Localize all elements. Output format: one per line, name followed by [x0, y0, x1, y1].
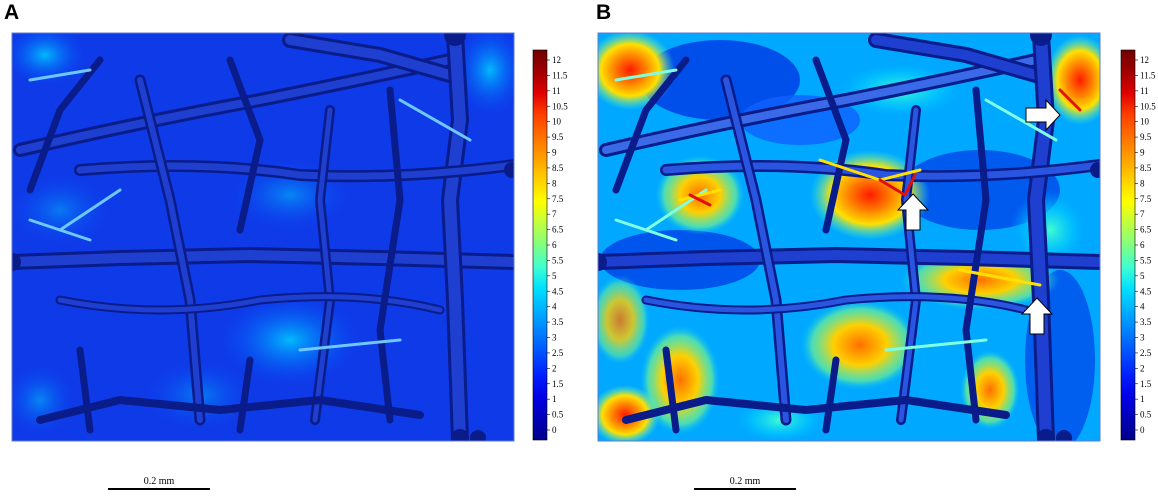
colorbar-tick-label: 1.5 — [552, 379, 564, 389]
colorbar-tick-label: 6.5 — [552, 225, 564, 235]
colorbar-tick-label: 10.5 — [552, 101, 568, 111]
colorbar-tick-label: 0 — [1140, 425, 1145, 435]
colorbar-tick-label: 12 — [552, 55, 561, 65]
colorbar-tick-label: 8.5 — [552, 163, 564, 173]
panel-a: 1211.51110.5109.598.587.576.565.554.543.… — [11, 32, 568, 490]
colorbar-a-ticks: 1211.51110.5109.598.587.576.565.554.543.… — [547, 55, 568, 435]
colorbar-b-ticks: 1211.51110.5109.598.587.576.565.554.543.… — [1135, 55, 1156, 435]
colorbar-tick-label: 11.5 — [552, 70, 568, 80]
arrow-up-icon — [896, 193, 930, 231]
colorbar-tick-label: 1.5 — [1140, 379, 1152, 389]
colorbar-tick-label: 5.5 — [1140, 255, 1152, 265]
panel-label-b: B — [596, 1, 612, 24]
colorbar-tick-label: 0.5 — [1140, 410, 1152, 420]
panel-label-a: A — [4, 1, 20, 24]
colorbar-tick-label: 9 — [1140, 148, 1145, 158]
colorbar-tick-label: 7.5 — [552, 194, 564, 204]
scalebar-a-label: 0.2 mm — [144, 476, 175, 487]
arrow-up-icon — [1020, 297, 1054, 335]
colorbar-tick-label: 6 — [552, 240, 557, 250]
colorbar-tick-label: 2.5 — [1140, 348, 1152, 358]
colorbar-tick-label: 2 — [552, 363, 557, 373]
colorbar-tick-label: 2 — [1140, 363, 1145, 373]
panel-b-field — [598, 33, 1100, 441]
scalebar-b: 0.2 mm — [694, 476, 796, 490]
colorbar-a: 1211.51110.5109.598.587.576.565.554.543.… — [532, 49, 568, 441]
colorbar-tick-label: 3.5 — [1140, 317, 1152, 327]
colorbar-tick-label: 10.5 — [1140, 101, 1156, 111]
colorbar-tick-label: 9.5 — [1140, 132, 1152, 142]
colorbar-tick-label: 4.5 — [552, 286, 564, 296]
colorbar-tick-label: 8.5 — [1140, 163, 1152, 173]
colorbar-tick-label: 10 — [552, 117, 562, 127]
colorbar-tick-label: 11.5 — [1140, 70, 1156, 80]
colorbar-tick-label: 8 — [1140, 178, 1145, 188]
panel-a-network — [12, 33, 514, 441]
colorbar-tick-label: 0.5 — [552, 410, 564, 420]
colorbar-tick-label: 1 — [552, 394, 557, 404]
panel-b-arrows — [896, 98, 1061, 335]
colorbar-tick-label: 2.5 — [552, 348, 564, 358]
colorbar-tick-label: 1 — [1140, 394, 1145, 404]
colorbar-tick-label: 4 — [552, 302, 557, 312]
colorbar-tick-label: 3.5 — [552, 317, 564, 327]
colorbar-tick-label: 8 — [552, 178, 557, 188]
colorbar-tick-label: 11 — [1140, 86, 1149, 96]
colorbar-tick-label: 7 — [552, 209, 557, 219]
colorbar-tick-label: 5 — [1140, 271, 1145, 281]
colorbar-a-bar — [532, 49, 548, 441]
colorbar-tick-label: 7.5 — [1140, 194, 1152, 204]
colorbar-tick-label: 12 — [1140, 55, 1149, 65]
colorbar-b-bar — [1120, 49, 1136, 441]
colorbar-tick-label: 4.5 — [1140, 286, 1152, 296]
colorbar-tick-label: 7 — [1140, 209, 1145, 219]
panel-b-network — [598, 33, 1100, 441]
colorbar-tick-label: 9 — [552, 148, 557, 158]
panel-a-frame — [11, 32, 515, 442]
colorbar-tick-label: 6.5 — [1140, 225, 1152, 235]
colorbar-tick-label: 4 — [1140, 302, 1145, 312]
colorbar-tick-label: 5.5 — [552, 255, 564, 265]
colorbar-tick-label: 11 — [552, 86, 561, 96]
colorbar-tick-label: 3 — [552, 333, 557, 343]
scalebar-b-label: 0.2 mm — [730, 476, 761, 487]
panel-b: 1211.51110.5109.598.587.576.565.554.543.… — [597, 32, 1156, 490]
colorbar-tick-label: 0 — [552, 425, 557, 435]
colorbar-tick-label: 10 — [1140, 117, 1150, 127]
colorbar-tick-label: 3 — [1140, 333, 1145, 343]
colorbar-tick-label: 9.5 — [552, 132, 564, 142]
colorbar-tick-label: 5 — [552, 271, 557, 281]
colorbar-b: 1211.51110.5109.598.587.576.565.554.543.… — [1120, 49, 1156, 441]
scalebar-a: 0.2 mm — [108, 476, 210, 490]
colorbar-tick-label: 6 — [1140, 240, 1145, 250]
panel-b-frame — [597, 32, 1101, 442]
panel-a-field — [12, 33, 514, 441]
arrow-right-icon — [1025, 98, 1061, 132]
